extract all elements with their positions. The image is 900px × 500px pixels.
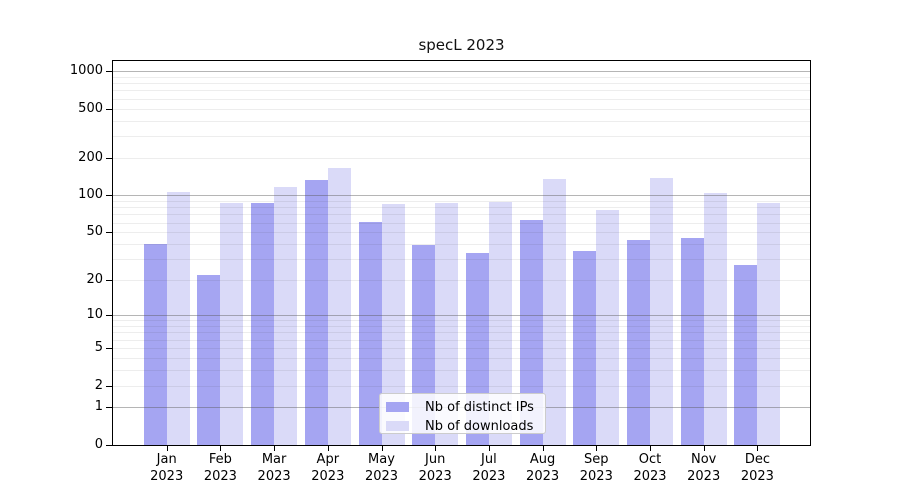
bar-downloads-apr — [327, 168, 351, 445]
y-tick-label-50: 50 — [86, 224, 103, 240]
x-tick-label-oct: Oct 2023 — [633, 452, 667, 484]
bar-downloads-oct — [650, 178, 673, 445]
gridline-minor-700 — [113, 90, 810, 92]
bar-distinct-ips-sep — [573, 251, 597, 445]
y-tick-label-5: 5 — [94, 340, 103, 356]
x-tick-oct — [650, 446, 651, 451]
y-tick-label-1: 1 — [94, 399, 103, 415]
y-tick-1000 — [106, 71, 112, 73]
y-tick-5 — [106, 348, 112, 350]
x-tick-label-may: May 2023 — [364, 452, 399, 484]
x-tick-label-nov: Nov 2023 — [687, 452, 721, 484]
bar-distinct-ips-jan — [143, 244, 167, 445]
bar-distinct-ips-nov — [680, 237, 704, 445]
bar-downloads-nov — [703, 193, 727, 445]
y-tick-label-20: 20 — [86, 272, 103, 288]
gridline-minor-900 — [113, 76, 810, 78]
y-tick-2 — [106, 385, 112, 387]
gridline-minor-200 — [113, 158, 810, 160]
y-tick-1 — [106, 407, 112, 409]
legend-label-downloads: Nb of downloads — [425, 418, 534, 434]
plot-area — [112, 60, 811, 446]
gridline-minor-600 — [113, 98, 810, 100]
x-tick-jan — [166, 446, 168, 451]
bar-downloads-sep — [596, 209, 620, 445]
x-tick-label-mar: Mar 2023 — [257, 452, 291, 484]
x-tick-label-aug: Aug 2023 — [526, 452, 560, 484]
y-tick-label-200: 200 — [78, 150, 103, 166]
gridline-major-1000 — [113, 71, 810, 73]
legend-label-distinct-ips: Nb of distinct IPs — [425, 399, 534, 415]
chart-title: specL 2023 — [418, 36, 505, 54]
x-tick-mar — [274, 446, 276, 451]
y-tick-label-0: 0 — [94, 437, 103, 452]
x-tick-aug — [542, 446, 544, 451]
bar-distinct-ips-oct — [627, 240, 650, 445]
y-tick-label-500: 500 — [78, 100, 103, 116]
x-tick-feb — [220, 446, 222, 451]
bar-distinct-ips-mar — [251, 203, 275, 445]
bar-distinct-ips-aug — [519, 219, 543, 445]
x-tick-nov — [703, 446, 705, 451]
y-tick-500 — [106, 108, 112, 110]
y-tick-50 — [106, 232, 112, 234]
y-tick-200 — [106, 158, 112, 160]
bar-distinct-ips-dec — [734, 264, 758, 445]
y-tick-label-2: 2 — [94, 377, 103, 393]
legend-swatch-distinct-ips — [386, 402, 409, 412]
x-tick-label-jan: Jan 2023 — [150, 452, 184, 484]
bar-downloads-dec — [757, 202, 781, 445]
x-tick-dec — [757, 446, 759, 451]
legend-item-downloads: Nb of downloads — [386, 418, 545, 434]
x-tick-may — [381, 446, 383, 451]
bar-downloads-feb — [220, 203, 244, 445]
gridline-minor-800 — [113, 83, 810, 85]
x-tick-label-jul: Jul 2023 — [472, 452, 506, 484]
bar-downloads-jun — [435, 203, 459, 445]
legend-item-distinct-ips: Nb of distinct IPs — [386, 399, 545, 415]
bar-downloads-jan — [166, 192, 190, 445]
legend: Nb of distinct IPs Nb of downloads — [379, 393, 546, 434]
x-tick-label-sep: Sep 2023 — [579, 452, 613, 484]
legend-swatch-downloads — [386, 421, 409, 431]
x-tick-label-feb: Feb 2023 — [203, 452, 237, 484]
bar-downloads-jul — [488, 201, 512, 445]
y-tick-label-1000: 1000 — [69, 63, 103, 79]
x-tick-label-jun: Jun 2023 — [418, 452, 452, 484]
gridline-minor-400 — [113, 120, 810, 122]
gridline-minor-500 — [113, 108, 810, 110]
bar-distinct-ips-apr — [304, 179, 328, 445]
y-tick-label-10: 10 — [86, 307, 103, 323]
bar-downloads-aug — [542, 179, 566, 445]
x-tick-sep — [596, 446, 598, 451]
bar-distinct-ips-may — [358, 221, 382, 445]
gridline-minor-300 — [113, 136, 810, 138]
y-tick-label-100: 100 — [78, 187, 103, 203]
bar-downloads-mar — [274, 186, 298, 445]
bar-downloads-may — [381, 203, 405, 445]
bar-distinct-ips-feb — [197, 275, 221, 445]
y-tick-0 — [106, 445, 112, 446]
y-tick-100 — [106, 195, 112, 197]
x-tick-jul — [488, 446, 490, 451]
x-tick-apr — [327, 446, 329, 451]
y-tick-20 — [106, 280, 112, 282]
x-tick-jun — [435, 446, 437, 451]
x-tick-label-apr: Apr 2023 — [311, 452, 345, 484]
x-tick-label-dec: Dec 2023 — [740, 452, 774, 484]
y-tick-10 — [106, 315, 112, 317]
